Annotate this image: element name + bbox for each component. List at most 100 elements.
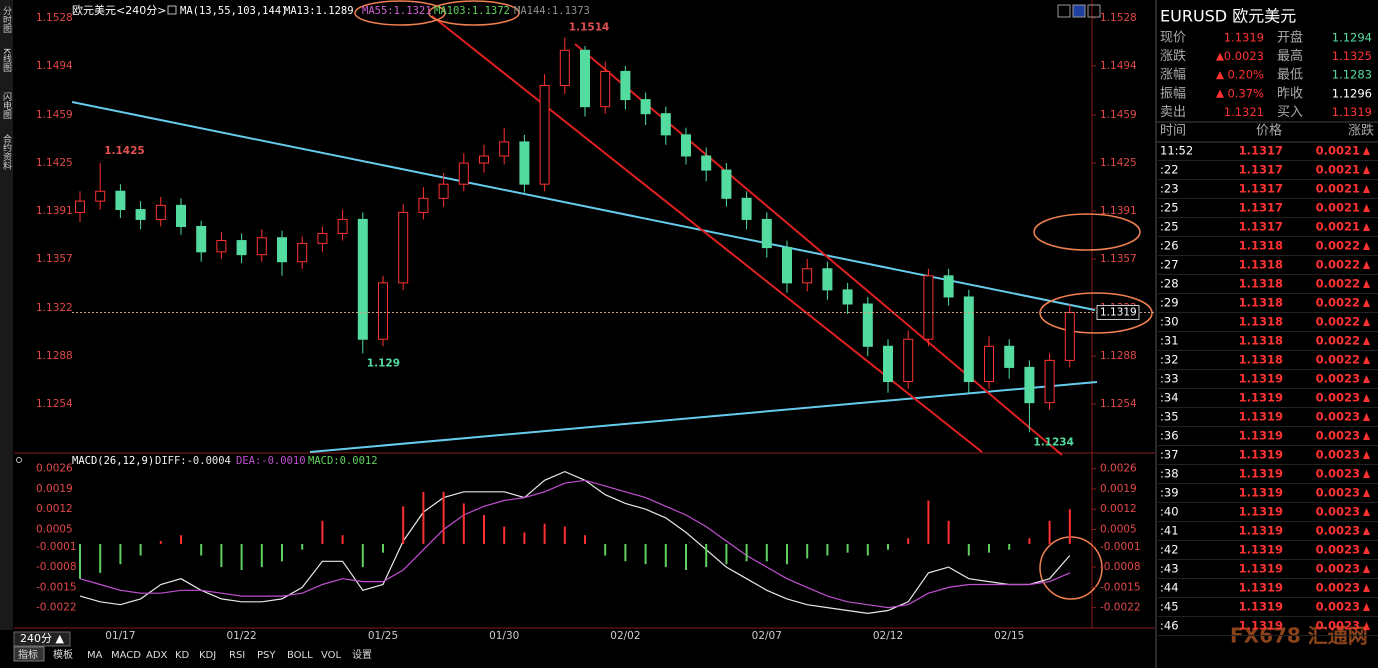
table-cell: 0.0023 — [1316, 429, 1360, 443]
price-annotation: 1.129 — [367, 357, 400, 369]
sidebar-bg — [0, 0, 13, 630]
window-icon[interactable] — [1057, 4, 1071, 18]
sidebar-tab[interactable]: 分时图 — [1, 6, 12, 34]
table-cell: :31 — [1160, 334, 1179, 348]
candle-body — [943, 275, 954, 298]
toolbar-tab[interactable]: MACD — [111, 650, 141, 661]
toolbar-tab[interactable]: ADX — [146, 650, 168, 661]
highlight-circle — [1039, 536, 1103, 600]
toolbar-tab[interactable]: 设置 — [352, 649, 372, 661]
table-cell: 0.0022 — [1316, 296, 1360, 310]
table-cell: 1.1317 — [1239, 220, 1283, 234]
y-tick-label: 1.1391 — [1100, 205, 1137, 217]
table-header: 价格 — [1256, 123, 1282, 139]
up-arrow — [1363, 166, 1370, 174]
table-cell: :25 — [1160, 220, 1179, 234]
table-cell: :25 — [1160, 201, 1179, 215]
quote-value: 1.1283 — [1332, 68, 1372, 82]
quote-value: 0.0023 — [1224, 49, 1264, 63]
candle-body — [519, 141, 530, 185]
macd-line — [79, 479, 1071, 609]
toolbar-tab[interactable]: KD — [175, 650, 190, 661]
up-arrow — [1363, 413, 1370, 421]
candle-body — [842, 289, 853, 305]
table-cell: 1.1319 — [1239, 619, 1283, 633]
up-arrow — [1363, 223, 1370, 231]
table-cell: :35 — [1160, 410, 1179, 424]
y-tick-label: 1.1494 — [36, 60, 73, 72]
candle-body — [923, 275, 934, 340]
table-cell: :39 — [1160, 486, 1179, 500]
toolbar-tab[interactable]: MA — [87, 650, 103, 661]
candle-body — [256, 237, 267, 256]
y-tick-label: 0.0019 — [1100, 483, 1137, 495]
candle-body — [1024, 366, 1035, 404]
candle-body — [135, 209, 146, 220]
quote-label: 振幅 — [1160, 86, 1186, 101]
candle-body — [458, 162, 469, 185]
candle-body — [559, 49, 570, 87]
up-arrow — [1216, 71, 1224, 80]
table-cell: 0.0023 — [1316, 505, 1360, 519]
highlight-circle — [354, 0, 446, 26]
sidebar-tab[interactable]: K线图 — [1, 48, 12, 73]
candle-body — [438, 183, 449, 199]
table-cell: 0.0022 — [1316, 353, 1360, 367]
up-arrow — [1363, 584, 1370, 592]
candle-body — [883, 345, 893, 383]
toolbar-tab[interactable]: BOLL — [287, 650, 313, 661]
toolbar-tab[interactable]: PSY — [257, 650, 276, 661]
table-cell: 0.0022 — [1316, 258, 1360, 272]
ma-label: MA103:1.1372 — [434, 5, 510, 17]
candle-body — [701, 155, 712, 171]
candle-body — [398, 211, 409, 284]
checkbox[interactable] — [167, 5, 177, 15]
toolbar-tab[interactable]: VOL — [321, 650, 342, 661]
quote-value: 1.1321 — [1224, 105, 1264, 119]
toolbar-tab[interactable]: 指标 — [18, 648, 38, 661]
legend-label: DIFF:-0.0004 — [155, 455, 231, 467]
candle-body — [903, 338, 914, 383]
table-cell: 1.1318 — [1239, 239, 1283, 253]
up-arrow — [1363, 147, 1370, 155]
x-tick-label: 02/12 — [873, 630, 903, 642]
toolbar-tab[interactable]: RSI — [229, 650, 245, 661]
sidebar-tab[interactable]: 闪电图 — [1, 92, 12, 120]
window-icon[interactable] — [1072, 4, 1086, 18]
up-arrow — [1363, 261, 1370, 269]
table-cell: :38 — [1160, 467, 1179, 481]
table-cell: :32 — [1160, 353, 1179, 367]
y-tick-label: 1.1391 — [36, 205, 73, 217]
candle-body — [297, 242, 308, 263]
y-tick-label: 0.0005 — [1100, 523, 1137, 535]
toolbar-tab[interactable]: 模板 — [53, 648, 73, 661]
candle-body — [580, 49, 590, 108]
period-label[interactable]: 240分 ▲ — [20, 632, 64, 645]
table-cell: :23 — [1160, 182, 1179, 196]
up-arrow — [1363, 337, 1370, 345]
up-arrow — [1216, 89, 1224, 98]
table-cell: 0.0022 — [1316, 277, 1360, 291]
up-arrow — [1363, 603, 1370, 611]
table-cell: 0.0021 — [1316, 201, 1360, 215]
x-tick-label: 02/07 — [752, 630, 782, 642]
sidebar-tab[interactable]: 合约资料 — [1, 133, 12, 171]
table-cell: 1.1319 — [1239, 467, 1283, 481]
quote-value: 1.1319 — [1224, 31, 1264, 45]
table-cell: :26 — [1160, 239, 1179, 253]
x-tick-label: 01/25 — [368, 630, 398, 642]
period-button[interactable] — [13, 631, 71, 647]
quote-label: 现价 — [1160, 31, 1186, 46]
up-arrow — [1363, 622, 1370, 630]
y-tick-label: 1.1494 — [1100, 60, 1137, 72]
table-cell: :36 — [1160, 429, 1179, 443]
y-tick-label: 1.1528 — [36, 12, 73, 24]
candle-body — [681, 134, 691, 157]
y-tick-label: -0.0008 — [1100, 561, 1141, 573]
table-cell: 0.0022 — [1316, 315, 1360, 329]
window-icon[interactable] — [1087, 4, 1101, 18]
table-cell: :45 — [1160, 600, 1179, 614]
table-cell: :44 — [1160, 581, 1179, 595]
toolbar-tab[interactable]: KDJ — [199, 650, 216, 661]
